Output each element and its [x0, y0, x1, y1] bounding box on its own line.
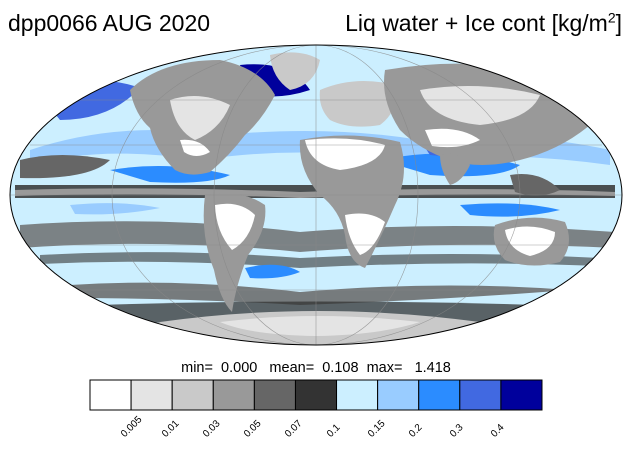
colorbar-box [130, 379, 173, 411]
colorbar-box [336, 379, 379, 411]
colorbar-box [89, 379, 132, 411]
title-right-end: ] [615, 10, 622, 36]
stat-mean-value: 0.108 [322, 360, 359, 376]
colorbar-box [212, 379, 255, 411]
colorbar-box [294, 379, 338, 411]
stat-min-value: 0.000 [221, 360, 258, 376]
map-title-right: Liq water + Ice cont [kg/m2] [345, 7, 622, 39]
continents [120, 52, 592, 345]
colorbar-tick-label: 0.005 [119, 414, 145, 440]
colorbar-tick-label: 0.3 [447, 422, 466, 440]
colorbar-tick-label: 0.1 [324, 422, 343, 440]
map-title-left: dpp0066 AUG 2020 [8, 10, 211, 36]
stat-max-label: max= [366, 360, 403, 376]
stat-mean-label: mean= [269, 360, 315, 376]
europe [319, 81, 396, 127]
stat-min-label: min= [181, 360, 213, 376]
colorbar-box [418, 379, 461, 411]
colorbar-tick-label: 0.01 [160, 418, 182, 440]
colorbar-tick-label: 0.07 [283, 418, 305, 440]
mollweide-map [9, 44, 623, 346]
colorbar [89, 379, 543, 411]
colorbar-box [500, 379, 543, 411]
colorbar-tick-label: 0.4 [488, 422, 507, 440]
colorbar-box [253, 379, 296, 411]
graticule [10, 45, 622, 345]
globe-outline [9, 44, 623, 346]
colorbar-tick-label: 0.05 [242, 418, 264, 440]
colorbar-tick-label: 0.15 [365, 418, 388, 440]
colorbar-box [459, 379, 502, 411]
colorbar-tick-label: 0.2 [406, 422, 425, 440]
title-right-sup: 2 [607, 9, 616, 26]
colorbar-box [377, 379, 420, 411]
title-right-main: Liq water + Ice cont [kg/m [345, 10, 608, 36]
greenland [270, 52, 320, 90]
stat-max-value: 1.418 [414, 360, 451, 376]
colorbar-tick-label: 0.03 [201, 418, 223, 440]
map-stats: min= 0.000 mean= 0.108 max= 1.418 [0, 360, 632, 376]
colorbar-box [171, 379, 214, 411]
